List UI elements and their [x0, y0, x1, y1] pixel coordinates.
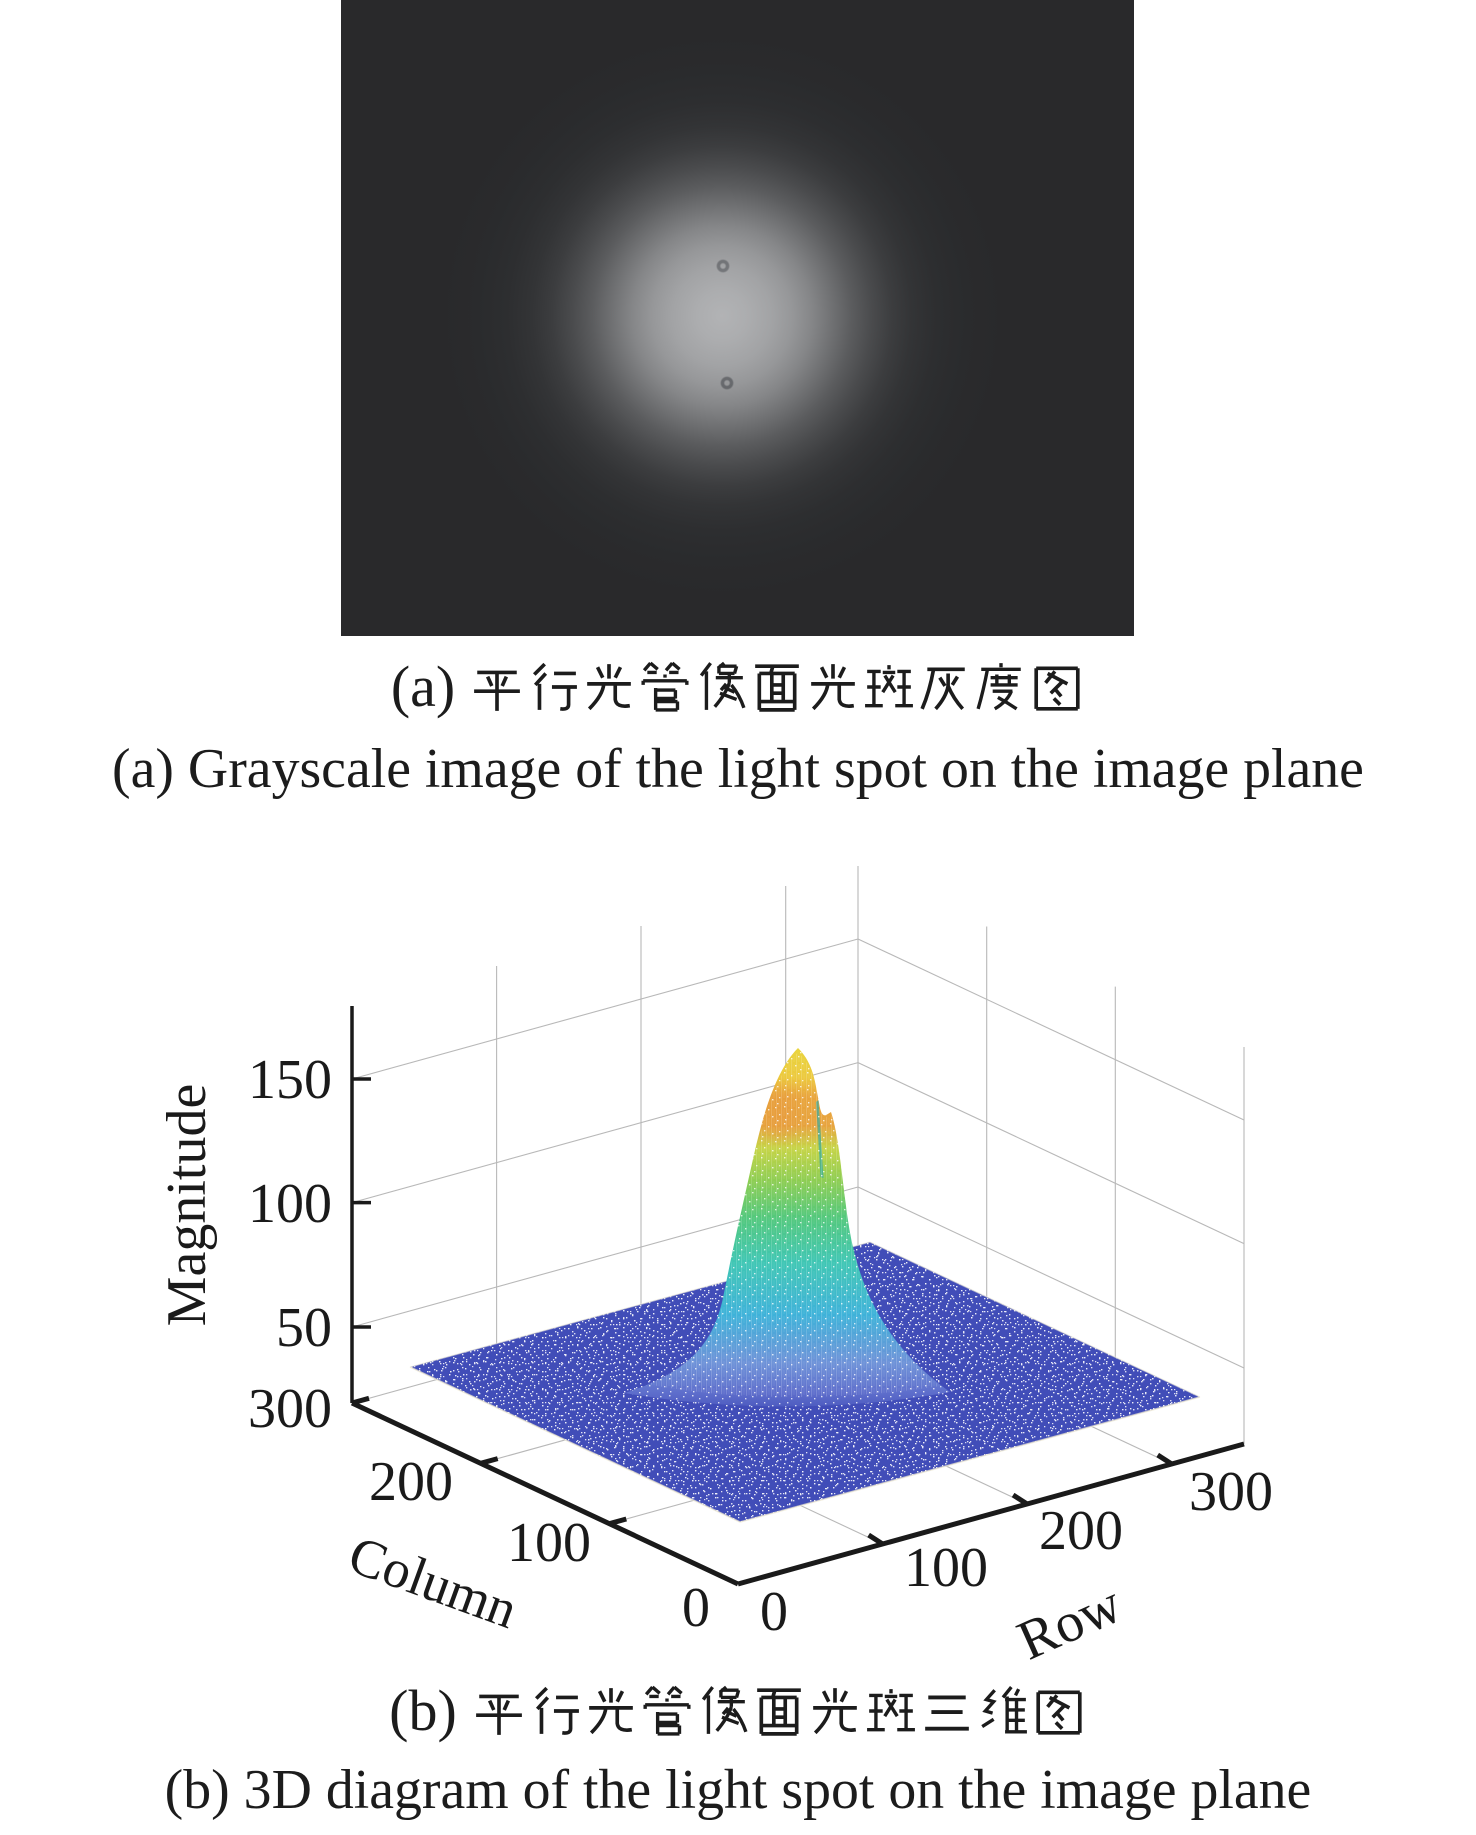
svg-text:100: 100 [248, 1173, 332, 1235]
svg-text:0: 0 [760, 1581, 788, 1643]
svg-text:200: 200 [369, 1451, 453, 1513]
svg-text:100: 100 [507, 1512, 591, 1574]
svg-text:300: 300 [1189, 1461, 1273, 1523]
svg-text:200: 200 [1039, 1500, 1123, 1562]
svg-text:Column: Column [341, 1524, 525, 1640]
svg-text:50: 50 [276, 1297, 332, 1359]
svg-text:Magnitude: Magnitude [156, 1084, 218, 1327]
svg-text:100: 100 [904, 1537, 988, 1599]
svg-text:300: 300 [248, 1378, 332, 1440]
svg-text:0: 0 [682, 1577, 710, 1639]
svg-text:150: 150 [248, 1049, 332, 1111]
svg-text:Row: Row [1009, 1572, 1131, 1672]
